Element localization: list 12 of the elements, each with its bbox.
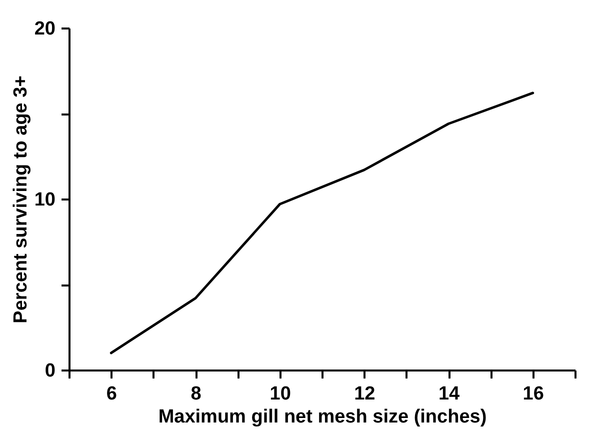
y-tick-label: 10	[34, 190, 56, 210]
x-tick-label: 8	[190, 384, 202, 404]
x-tick-label: 6	[106, 384, 117, 404]
x-tick-label: 14	[438, 384, 460, 404]
y-axis-title: Percent surviving to age 3+	[10, 76, 32, 324]
line-series	[110, 92, 534, 354]
x-axis-title: Maximum gill net mesh size (inches)	[158, 406, 487, 428]
x-tick-label: 12	[354, 384, 376, 404]
y-tick-label: 0	[44, 360, 56, 382]
x-tick-label: 10	[270, 384, 291, 404]
y-tick-label: 20	[34, 18, 56, 40]
x-tick-label: 16	[522, 384, 544, 404]
